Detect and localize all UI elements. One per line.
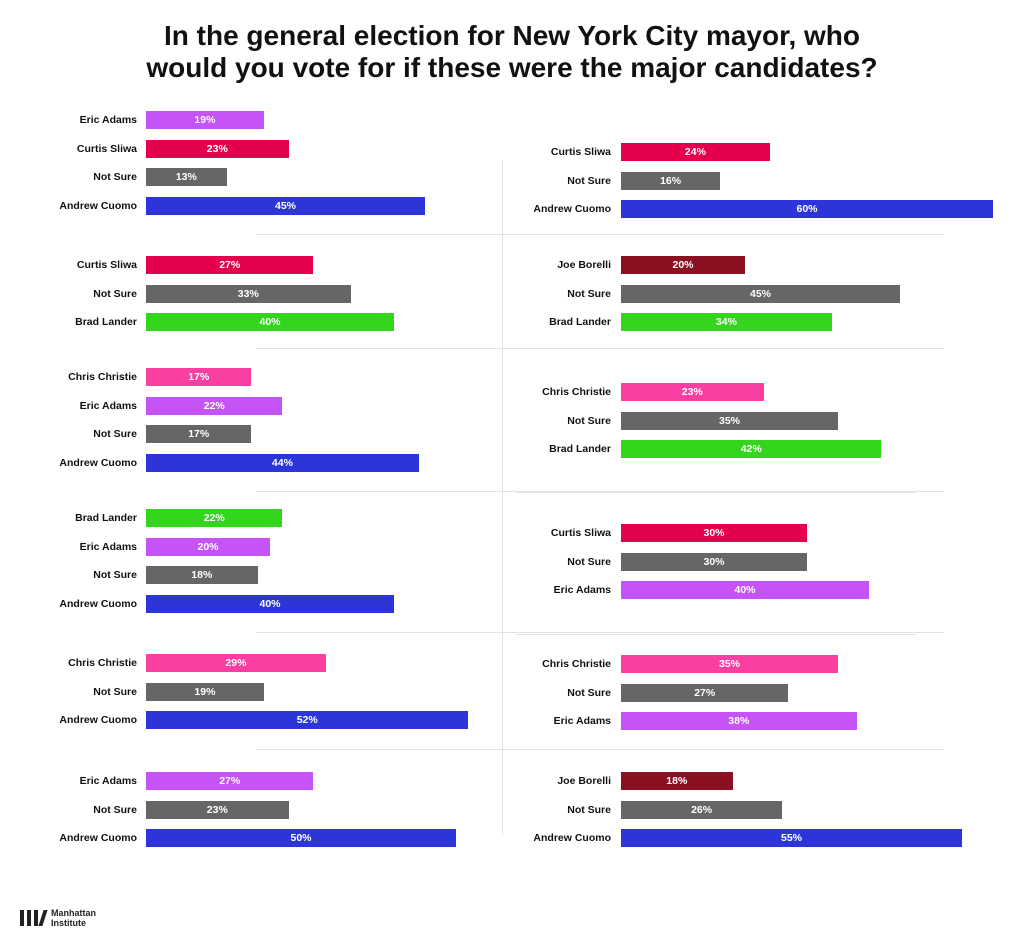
bar: 52% — [146, 711, 469, 730]
bar: 60% — [621, 200, 993, 219]
bar-label: Not Sure — [567, 555, 611, 568]
bar-label: Not Sure — [567, 174, 611, 187]
bar-label: Brad Lander — [549, 443, 611, 456]
bar-label: Curtis Sliwa — [76, 259, 137, 271]
panel-separator — [256, 632, 944, 633]
bar: 34% — [621, 313, 832, 332]
bar-label: Not Sure — [93, 428, 137, 441]
logo-text: Manhattan Institute — [51, 908, 96, 928]
bar-label: Brad Lander — [75, 512, 137, 524]
bar: 23% — [146, 139, 289, 158]
bar: 13% — [146, 168, 227, 187]
manhattan-institute-logo: Manhattan Institute — [20, 908, 96, 928]
bar: 19% — [146, 682, 264, 701]
bar-label: Chris Christie — [68, 657, 137, 669]
bar: 27% — [146, 256, 314, 274]
column-divider — [502, 160, 503, 835]
bar-label: Eric Adams — [79, 540, 137, 553]
bar: 40% — [621, 581, 869, 600]
logo-mark-icon — [20, 910, 48, 926]
bar: 26% — [621, 800, 783, 819]
bar: 33% — [146, 284, 351, 303]
bar-label: Chris Christie — [542, 658, 611, 670]
bar-label: Joe Borelli — [557, 259, 611, 271]
bar-label: Eric Adams — [79, 775, 137, 787]
bar-label: Not Sure — [567, 414, 611, 427]
bar-label: Curtis Sliwa — [550, 146, 611, 158]
bar-label: Andrew Cuomo — [59, 714, 137, 727]
bar-label: Joe Borelli — [557, 775, 611, 787]
bar: 22% — [146, 396, 283, 415]
bar: 40% — [146, 313, 394, 332]
logo-line-2: Institute — [51, 918, 86, 928]
bar: 40% — [146, 595, 394, 614]
bar: 22% — [146, 509, 283, 527]
bar-label: Not Sure — [93, 287, 137, 300]
bar-label: Chris Christie — [68, 371, 137, 383]
bar: 20% — [146, 537, 270, 556]
bar-label: Andrew Cuomo — [59, 598, 137, 611]
title-line-1: In the general election for New York Cit… — [163, 20, 861, 51]
bar: 35% — [621, 655, 838, 673]
bar: 27% — [146, 772, 314, 790]
panel-separator — [517, 749, 916, 750]
bar: 17% — [146, 368, 252, 386]
bar: 16% — [621, 171, 721, 190]
bar-label: Eric Adams — [553, 715, 611, 728]
bar-label: Eric Adams — [79, 114, 137, 126]
panel-separator — [517, 634, 916, 635]
panel-separator — [517, 348, 916, 349]
bar: 45% — [146, 197, 425, 216]
bar: 30% — [621, 524, 807, 542]
chart-title: In the general election for New York Cit… — [0, 20, 1024, 84]
bar: 44% — [146, 454, 419, 473]
bar-label: Brad Lander — [549, 316, 611, 329]
bar: 35% — [621, 411, 838, 430]
bar-label: Chris Christie — [542, 386, 611, 398]
bar-label: Not Sure — [567, 686, 611, 699]
bar-label: Andrew Cuomo — [59, 832, 137, 845]
bar: 55% — [621, 829, 962, 848]
title-line-2: would you vote for if these were the maj… — [146, 52, 878, 83]
bar: 18% — [146, 566, 258, 585]
bar-label: Andrew Cuomo — [533, 203, 611, 216]
bar-label: Curtis Sliwa — [76, 142, 137, 155]
bar: 30% — [621, 552, 807, 571]
bar-label: Curtis Sliwa — [550, 527, 611, 539]
bar-label: Andrew Cuomo — [59, 457, 137, 470]
bar-label: Not Sure — [93, 569, 137, 582]
bar-label: Eric Adams — [553, 584, 611, 597]
bar: 23% — [146, 800, 289, 819]
bar: 42% — [621, 440, 882, 459]
panel-separator — [517, 234, 916, 235]
bar-label: Andrew Cuomo — [59, 200, 137, 213]
bar: 45% — [621, 284, 900, 303]
bar: 38% — [621, 712, 857, 731]
bar-label: Not Sure — [93, 803, 137, 816]
bar-label: Not Sure — [567, 287, 611, 300]
bar: 19% — [146, 111, 264, 129]
bar-label: Not Sure — [567, 803, 611, 816]
bar-label: Not Sure — [93, 171, 137, 184]
bar-label: Brad Lander — [75, 316, 137, 329]
bar-label: Eric Adams — [79, 399, 137, 412]
logo-line-1: Manhattan — [51, 908, 96, 918]
bar: 24% — [621, 143, 770, 161]
bar: 50% — [146, 829, 456, 848]
bar: 17% — [146, 425, 252, 444]
bar: 20% — [621, 256, 745, 274]
bar-label: Not Sure — [93, 685, 137, 698]
bar: 27% — [621, 683, 789, 702]
panel-separator — [517, 492, 916, 493]
bar: 23% — [621, 383, 764, 401]
panel-separator — [256, 491, 944, 492]
bar-label: Andrew Cuomo — [533, 832, 611, 845]
bar: 29% — [146, 654, 326, 672]
bar: 18% — [621, 772, 733, 790]
